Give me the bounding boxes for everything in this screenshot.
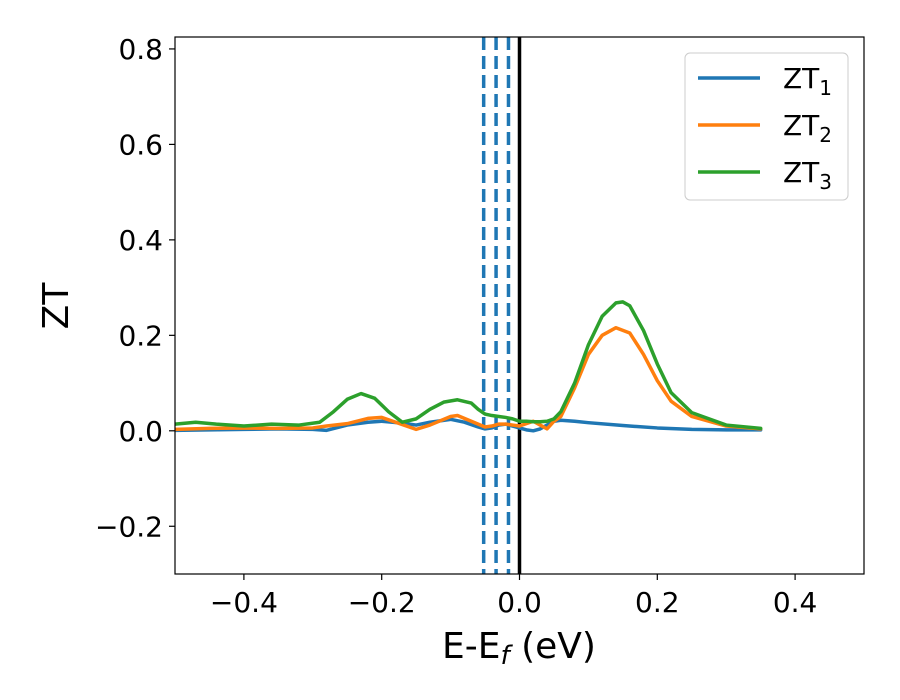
- x-axis-label-unit: (eV): [510, 626, 596, 667]
- x-tick-label: −0.4: [210, 586, 278, 619]
- legend-label-3: ZT3: [783, 156, 832, 194]
- y-tick-label: 0.8: [118, 33, 163, 66]
- legend-label-sub: 2: [819, 123, 832, 147]
- legend-label-main: ZT: [783, 109, 820, 142]
- y-tick-label: 0.2: [118, 319, 163, 352]
- x-tick-label: −0.2: [348, 586, 416, 619]
- legend-label-main: ZT: [783, 156, 820, 189]
- y-tick-label: 0.6: [118, 128, 163, 161]
- y-axis-label: ZT: [36, 282, 77, 330]
- x-axis-label: E-Ef (eV): [442, 626, 596, 671]
- x-axis: −0.4 −0.2 0.0 0.2 0.4: [210, 574, 817, 619]
- legend-label-main: ZT: [783, 62, 820, 95]
- y-tick-label: 0.0: [118, 415, 163, 448]
- legend-label-1: ZT1: [783, 62, 832, 100]
- x-tick-label: 0.4: [773, 586, 818, 619]
- legend-label-sub: 3: [819, 170, 832, 194]
- series-line-3: [175, 300, 763, 431]
- legend-box: [684, 52, 849, 201]
- x-tick-label: 0.2: [635, 586, 680, 619]
- legend-label-2: ZT2: [783, 109, 832, 147]
- reference-lines: [481, 37, 522, 574]
- x-tick-label: 0.0: [497, 586, 542, 619]
- y-tick-label: −0.2: [95, 510, 163, 543]
- y-tick-label: 0.4: [118, 224, 163, 257]
- series-lines: [175, 300, 763, 433]
- y-axis: −0.2 0.0 0.2 0.4 0.6 0.8: [95, 33, 175, 543]
- legend-label-sub: 1: [819, 76, 832, 100]
- series-line-2: [175, 325, 763, 432]
